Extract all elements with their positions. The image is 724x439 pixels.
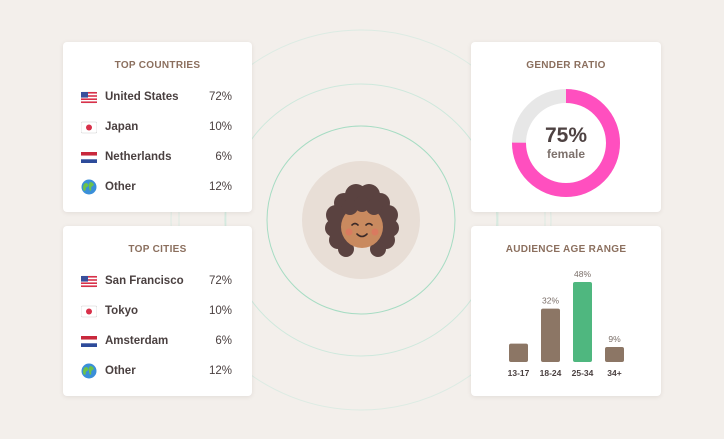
city-percent: 72% [208, 275, 232, 287]
age-bar-value-label: 9% [608, 334, 621, 344]
country-percent: 6% [215, 151, 232, 163]
age-range-card: AUDIENCE AGE RANGE 13-17 32% 18-24 48% 25-34… [471, 226, 661, 396]
age-range-title: AUDIENCE AGE RANGE [505, 244, 627, 255]
top-cities-list: San Francisco 72% Tokyo 10% Amsterdam 6% Other… [81, 266, 232, 386]
city-name: Tokyo [105, 305, 139, 317]
list-item: United States 72% [81, 82, 232, 112]
us-flag-icon [81, 273, 97, 289]
country-name: Japan [105, 121, 139, 133]
list-item: Other 12% [81, 172, 232, 202]
list-item: Tokyo 10% [81, 296, 232, 326]
japan-flag-icon [81, 303, 97, 319]
city-name: Other [105, 365, 136, 377]
age-bar-value-label: 48% [574, 269, 591, 279]
list-item: Other 12% [81, 356, 232, 386]
top-countries-list: United States 72% Japan 10% Netherlands 6% Oth… [81, 82, 232, 202]
gender-ratio-label: female [546, 147, 586, 161]
gender-ratio-card: GENDER RATIO 75% female [471, 42, 661, 212]
top-countries-card: TOP COUNTRIES United States 72% Japan 10% Ne… [63, 42, 252, 212]
age-bar-25-34 [573, 282, 592, 362]
age-bar-category-label: 25-34 [572, 368, 594, 378]
donut-female-arc [512, 89, 620, 197]
city-name: San Francisco [105, 275, 184, 287]
city-percent: 6% [215, 335, 232, 347]
country-percent: 10% [208, 121, 232, 133]
country-percent: 12% [208, 181, 232, 193]
list-item: Amsterdam 6% [81, 326, 232, 356]
age-bar-category-label: 34+ [607, 368, 621, 378]
netherlands-flag-icon [81, 333, 97, 349]
top-cities-title: TOP CITIES [128, 244, 187, 255]
top-cities-card: TOP CITIES San Francisco 72% Tokyo 10% Amste… [63, 226, 252, 396]
netherlands-flag-icon [81, 149, 97, 165]
gender-ratio-value: 75% [544, 124, 588, 147]
top-countries-title: TOP COUNTRIES [114, 60, 201, 71]
gender-ratio-title: GENDER RATIO [526, 60, 606, 71]
us-flag-icon [81, 89, 97, 105]
city-percent: 12% [208, 365, 232, 377]
list-item: Japan 10% [81, 112, 232, 142]
japan-flag-icon [81, 119, 97, 135]
country-name: Other [105, 181, 136, 193]
user-avatar-icon [325, 184, 399, 257]
city-name: Amsterdam [105, 335, 169, 347]
age-range-chart: 13-17 32% 18-24 48% 25-34 9% 34+ [508, 269, 624, 378]
list-item: San Francisco 72% [81, 266, 232, 296]
globe-icon [81, 363, 97, 379]
city-percent: 10% [208, 305, 232, 317]
gender-ratio-donut [512, 89, 620, 197]
age-bar-34+ [605, 347, 624, 362]
age-bar-18-24 [541, 308, 560, 362]
age-bar-category-label: 13-17 [508, 368, 530, 378]
list-item: Netherlands 6% [81, 142, 232, 172]
country-name: United States [105, 91, 179, 103]
country-percent: 72% [208, 91, 232, 103]
country-name: Netherlands [105, 151, 172, 163]
user-avatar [302, 161, 420, 279]
gender-ratio-center: 75% female [512, 89, 620, 197]
age-bar-value-label: 32% [542, 296, 559, 306]
age-bar-category-label: 18-24 [540, 368, 562, 378]
globe-icon [81, 179, 97, 195]
age-bar-13-17 [509, 343, 528, 362]
